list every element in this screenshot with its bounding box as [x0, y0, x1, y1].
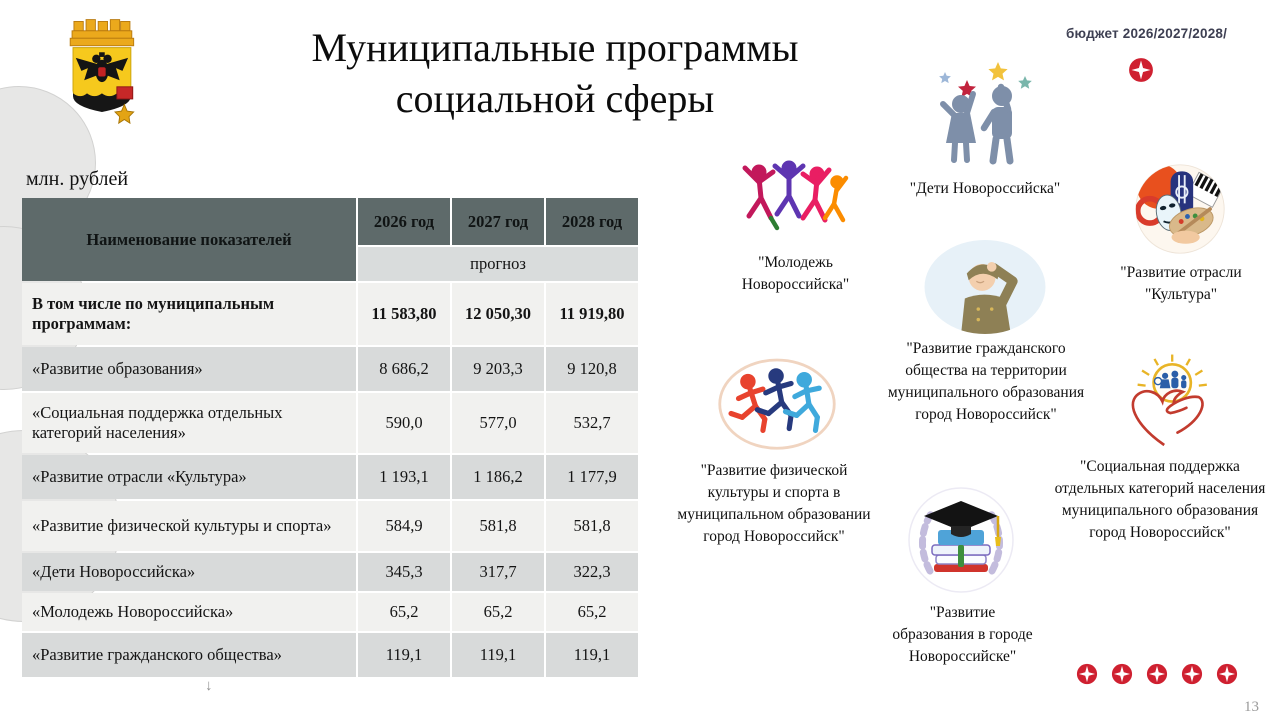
label-line: город Новороссийск": [703, 528, 845, 545]
sparkle-icon: [1181, 663, 1203, 685]
row-value: 1 177,9: [546, 455, 638, 499]
row-value: 317,7: [452, 553, 544, 591]
program-label-molodezh: "Молодежь Новороссийска": [708, 252, 883, 296]
education-cap-books-icon: [903, 484, 1018, 596]
row-value: 581,8: [546, 501, 638, 551]
label-line: муниципального образования: [887, 384, 1085, 401]
program-label-obrazovanie: "Развитие образования в городе Новоросси…: [880, 602, 1045, 668]
page-title: Муниципальные программы социальной сферы: [235, 22, 875, 124]
table-header-name: Наименование показателей: [22, 198, 356, 281]
row-value: 8 686,2: [358, 347, 450, 391]
table-header-year-2028: 2028 год: [546, 198, 638, 245]
table-row: «Социальная поддержка отдельных категори…: [22, 393, 638, 453]
row-value: 11 583,80: [358, 283, 450, 345]
units-label: млн. рублей: [26, 168, 129, 190]
label-line: Новороссийске": [908, 648, 1017, 665]
row-name: «Молодежь Новороссийска»: [22, 593, 356, 631]
saluting-boy-icon: [920, 238, 1050, 336]
table-forecast-label: прогноз: [358, 247, 638, 281]
label-line: город Новороссийск": [1089, 524, 1231, 541]
row-value: 65,2: [546, 593, 638, 631]
row-value: 532,7: [546, 393, 638, 453]
table-row: «Молодежь Новороссийска» 65,2 65,2 65,2: [22, 593, 638, 631]
table-header-year-2026: 2026 год: [358, 198, 450, 245]
row-value: 590,0: [358, 393, 450, 453]
label-line: "Развитие физической: [700, 462, 848, 479]
row-name: «Развитие образования»: [22, 347, 356, 391]
page-number: 13: [1244, 699, 1259, 712]
row-value: 9 120,8: [546, 347, 638, 391]
label-line: образования в городе: [892, 626, 1033, 643]
label-line: муниципальном образовании: [677, 506, 871, 523]
title-line-2: социальной сферы: [395, 76, 715, 122]
label-line: общества на территории: [905, 362, 1067, 379]
row-value: 65,2: [358, 593, 450, 631]
table-row: «Развитие отрасли «Культура» 1 193,1 1 1…: [22, 455, 638, 499]
label-line: город Новороссийск": [915, 406, 1057, 423]
children-stars-icon: [903, 54, 1067, 172]
youth-jumping-icon: [728, 158, 853, 243]
row-value: 322,3: [546, 553, 638, 591]
sparkle-icon: [1076, 663, 1098, 685]
row-value: 577,0: [452, 393, 544, 453]
program-label-deti: "Дети Новороссийска": [875, 178, 1095, 200]
social-support-heart-icon: [1106, 350, 1226, 454]
label-line: "Дети Новороссийска": [909, 180, 1061, 197]
sparkle-icon: [1216, 663, 1238, 685]
program-label-socpodderzhka: "Социальная поддержка отдельных категори…: [1044, 456, 1276, 544]
row-name: «Социальная поддержка отдельных категори…: [22, 393, 356, 453]
label-line: культуры и спорта в: [707, 484, 841, 501]
sparkle-icon: [1146, 663, 1168, 685]
row-value: 12 050,30: [452, 283, 544, 345]
table-row: «Развитие образования» 8 686,2 9 203,3 9…: [22, 347, 638, 391]
row-value: 9 203,3: [452, 347, 544, 391]
row-value: 119,1: [546, 633, 638, 677]
label-line: "Развитие: [929, 604, 996, 621]
row-value: 119,1: [452, 633, 544, 677]
row-name: «Развитие гражданского общества»: [22, 633, 356, 677]
label-line: "Культура": [1144, 286, 1218, 303]
row-value: 1 186,2: [452, 455, 544, 499]
table-row: «Дети Новороссийска» 345,3 317,7 322,3: [22, 553, 638, 591]
row-name: В том числе по муниципальным программам:: [22, 283, 356, 345]
label-line: "Молодежь: [758, 254, 833, 271]
sparkle-icon: [1127, 56, 1155, 84]
row-value: 345,3: [358, 553, 450, 591]
sparkle-badge-row: [1076, 663, 1238, 685]
label-line: "Развитие гражданского: [906, 340, 1066, 357]
title-line-1: Муниципальные программы: [311, 25, 799, 70]
label-line: "Развитие отрасли: [1120, 264, 1242, 281]
table-row: «Развитие гражданского общества» 119,1 1…: [22, 633, 638, 677]
program-label-kultura: "Развитие отрасли "Культура": [1092, 262, 1270, 306]
runners-sport-icon: [714, 356, 839, 456]
programs-table: Наименование показателей 2026 год 2027 г…: [20, 196, 640, 679]
city-emblem-icon: [58, 16, 144, 138]
label-line: отдельных категорий населения: [1054, 480, 1266, 497]
label-line: Новороссийска": [741, 276, 850, 293]
culture-arts-icon: [1131, 160, 1229, 258]
row-value: 581,8: [452, 501, 544, 551]
program-label-grazhdanskoe: "Развитие гражданского общества на терри…: [872, 338, 1100, 426]
row-value: 65,2: [452, 593, 544, 631]
table-header-year-2027: 2027 год: [452, 198, 544, 245]
scroll-down-arrow-icon: ↓: [205, 678, 213, 694]
table-row: В том числе по муниципальным программам:…: [22, 283, 638, 345]
sparkle-icon: [1111, 663, 1133, 685]
program-label-fizkultura: "Развитие физической культуры и спорта в…: [668, 460, 880, 548]
budget-years-label: бюджет 2026/2027/2028/: [1066, 26, 1228, 41]
row-value: 119,1: [358, 633, 450, 677]
row-name: «Дети Новороссийска»: [22, 553, 356, 591]
label-line: муниципального образования: [1061, 502, 1259, 519]
table-row: «Развитие физической культуры и спорта» …: [22, 501, 638, 551]
row-name: «Развитие отрасли «Культура»: [22, 455, 356, 499]
row-name: «Развитие физической культуры и спорта»: [22, 501, 356, 551]
label-line: "Социальная поддержка: [1080, 458, 1240, 475]
row-value: 1 193,1: [358, 455, 450, 499]
row-value: 11 919,80: [546, 283, 638, 345]
row-value: 584,9: [358, 501, 450, 551]
